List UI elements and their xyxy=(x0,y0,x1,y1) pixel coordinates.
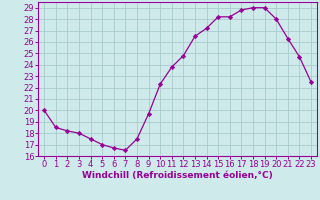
X-axis label: Windchill (Refroidissement éolien,°C): Windchill (Refroidissement éolien,°C) xyxy=(82,171,273,180)
